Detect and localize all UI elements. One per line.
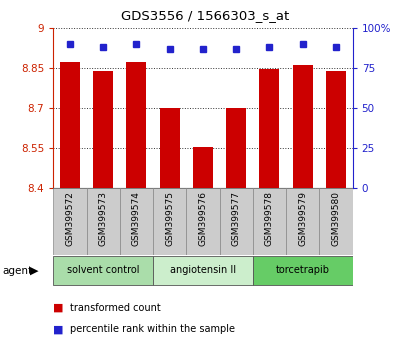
Text: ■: ■: [53, 324, 64, 334]
Bar: [60, 62, 80, 188]
Text: GSM399572: GSM399572: [65, 191, 74, 246]
Text: GSM399577: GSM399577: [231, 191, 240, 246]
Bar: [252, 188, 285, 255]
Bar: [226, 108, 245, 188]
Text: GSM399575: GSM399575: [165, 191, 174, 246]
Bar: [93, 72, 113, 188]
Text: percentile rank within the sample: percentile rank within the sample: [70, 324, 234, 334]
Bar: [53, 256, 153, 285]
Text: GDS3556 / 1566303_s_at: GDS3556 / 1566303_s_at: [121, 9, 288, 22]
Text: GSM399580: GSM399580: [330, 191, 339, 246]
Bar: [259, 69, 279, 188]
Bar: [53, 188, 86, 255]
Text: angiotensin II: angiotensin II: [169, 265, 236, 275]
Bar: [325, 72, 345, 188]
Text: agent: agent: [2, 266, 32, 276]
Bar: [119, 188, 153, 255]
Bar: [219, 188, 252, 255]
Bar: [153, 256, 252, 285]
Bar: [153, 188, 186, 255]
Bar: [319, 188, 352, 255]
Bar: [126, 62, 146, 188]
Bar: [186, 188, 219, 255]
Text: GSM399574: GSM399574: [132, 191, 141, 246]
Text: GSM399573: GSM399573: [99, 191, 108, 246]
Bar: [285, 188, 319, 255]
Text: torcetrapib: torcetrapib: [275, 265, 329, 275]
Bar: [193, 147, 212, 188]
Text: ■: ■: [53, 303, 64, 313]
Bar: [160, 108, 179, 188]
Bar: [252, 256, 352, 285]
Text: solvent control: solvent control: [67, 265, 139, 275]
Text: GSM399576: GSM399576: [198, 191, 207, 246]
Text: GSM399579: GSM399579: [297, 191, 306, 246]
Text: transformed count: transformed count: [70, 303, 160, 313]
Text: ▶: ▶: [29, 266, 38, 276]
Bar: [86, 188, 119, 255]
Bar: [292, 65, 312, 188]
Text: GSM399578: GSM399578: [264, 191, 273, 246]
